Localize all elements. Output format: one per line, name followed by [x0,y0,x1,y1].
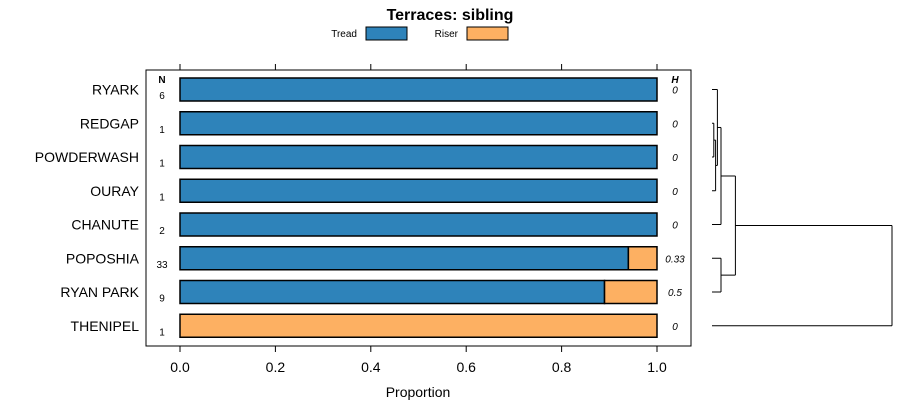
x-tick-label: 0.6 [456,359,476,375]
h-value: 0.33 [665,254,685,265]
bar-tread [179,111,658,136]
chart-title: Terraces: sibling [387,7,514,24]
legend-label-riser: Riser [435,29,459,40]
h-value: 0 [672,119,678,130]
h-value: 0 [672,153,678,164]
x-tick-label: 1.0 [647,359,667,375]
category-label: THENIPEL [71,318,140,334]
n-value: 2 [159,226,165,237]
n-value: 9 [159,294,165,305]
x-tick-label: 0.0 [170,359,190,375]
legend-swatch-riser [466,26,509,41]
category-label: REDGAP [80,115,139,131]
plot-panel [145,69,692,347]
n-value: 6 [159,91,165,102]
bar-riser [603,279,658,305]
bar-tread [179,178,658,203]
legend-label-tread: Tread [331,29,357,40]
legend: Tread Riser [331,26,509,41]
category-label: CHANUTE [71,217,139,233]
category-label: POWDERWASH [35,149,139,165]
category-label: OURAY [90,183,139,199]
bar-riser [627,246,658,271]
h-value: 0 [672,86,678,97]
bar-tread [179,246,630,271]
bar-tread [179,77,658,102]
n-value: 1 [159,125,165,136]
bar-tread [179,279,606,305]
bar-tread [179,212,658,237]
n-value: 1 [159,327,165,338]
h-value: 0.5 [668,288,682,299]
h-value: 0 [672,221,678,232]
x-tick-label: 0.2 [266,359,286,375]
category-label: RYARK [92,82,140,98]
category-label: POPOSHIA [66,250,140,266]
h-header: H [671,75,679,86]
bar-tread [179,144,658,170]
x-tick-label: 0.8 [552,359,572,375]
category-label: RYAN PARK [60,284,139,300]
n-value: 1 [159,159,165,170]
n-value: 33 [156,260,168,271]
dendrogram [712,89,893,327]
n-header: N [158,75,165,86]
legend-swatch-tread [365,26,408,41]
chart-marks: RYARK 6 0 REDGAP 1 0 POWDERWASH 1 0 OURAY 1 0 CHANUT… [35,64,685,375]
x-tick-label: 0.4 [361,359,381,375]
bar-riser [179,313,658,338]
n-value: 1 [159,192,165,203]
x-axis-title: Proportion [386,384,451,400]
h-value: 0 [672,187,678,198]
h-value: 0 [672,322,678,333]
